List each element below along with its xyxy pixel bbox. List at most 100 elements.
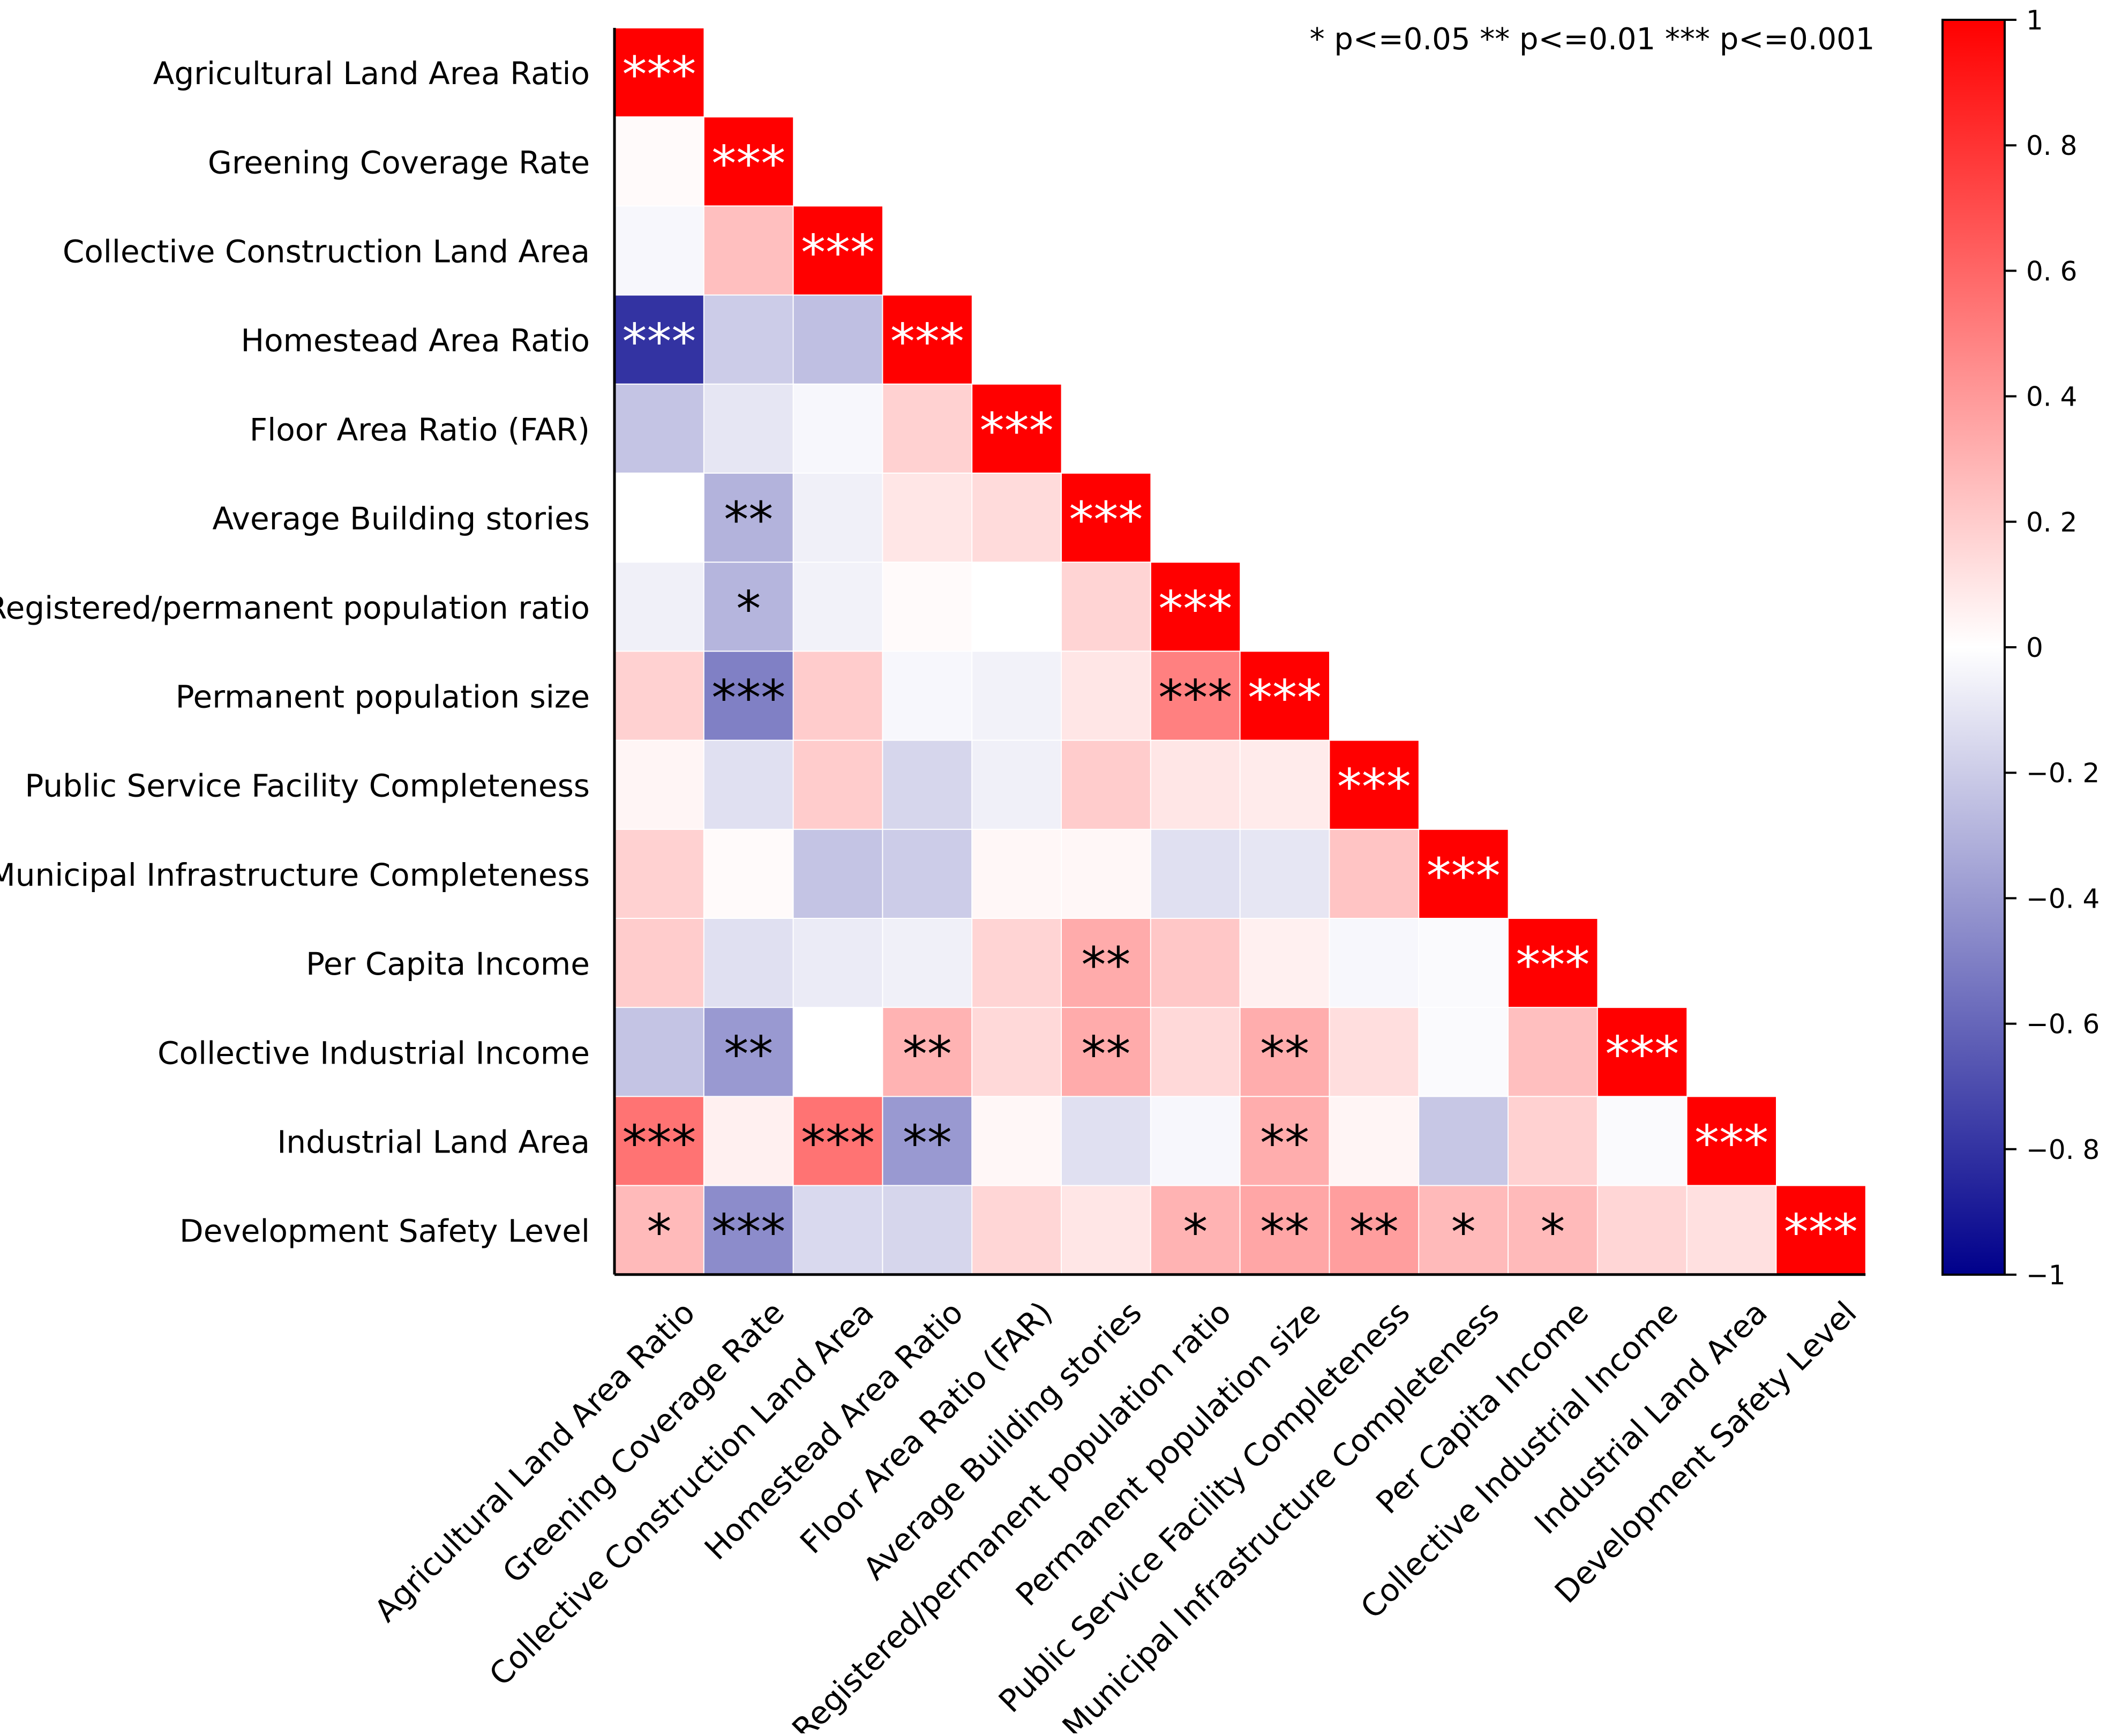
significance-stars: ***	[1069, 491, 1143, 549]
significance-stars: ***	[801, 1115, 875, 1172]
heatmap-cell	[1329, 918, 1420, 1008]
y-tick-label: Registered/permanent population ratio	[0, 589, 590, 626]
heatmap-cell	[971, 918, 1062, 1008]
heatmap-cell	[1329, 1007, 1420, 1097]
heatmap-cell	[614, 294, 705, 385]
heatmap-cell	[1596, 1185, 1688, 1276]
significance-stars: **	[724, 1026, 773, 1083]
heatmap-cell	[1329, 1096, 1420, 1187]
heatmap-cell	[1239, 739, 1331, 830]
heatmap-axes	[613, 28, 1866, 1276]
x-tick-label: Collective Industrial Income	[1353, 1294, 1685, 1626]
heatmap-cell	[971, 473, 1062, 563]
y-tick-label: Floor Area Ratio (FAR)	[250, 411, 590, 448]
heatmap-cell	[792, 383, 883, 474]
heatmap-cell	[703, 1007, 794, 1097]
heatmap-cell	[882, 739, 973, 830]
heatmap-cell	[1418, 918, 1509, 1008]
heatmap-cell	[792, 739, 883, 830]
x-tick-label: Public Service Facility Completeness	[992, 1294, 1417, 1720]
heatmap-cell	[1418, 1007, 1509, 1097]
heatmap-cell	[614, 562, 705, 652]
heatmap-cell	[792, 1185, 883, 1276]
heatmap-cell	[1418, 828, 1509, 919]
significance-stars: ***	[980, 402, 1054, 460]
significance-legend: * p<=0.05 ** p<=0.01 *** p<=0.001	[1310, 22, 1875, 57]
y-axis-labels: Agricultural Land Area Ratio Greening Cov…	[0, 55, 590, 1249]
heatmap-cell	[1061, 650, 1152, 742]
heatmap-cell	[1061, 473, 1152, 563]
heatmap-cell	[882, 294, 973, 385]
colorbar-tick-label: 1	[2026, 5, 2043, 36]
heatmap-cell	[703, 205, 794, 296]
heatmap-cell	[971, 562, 1062, 652]
y-tick-label: Permanent population size	[176, 679, 590, 715]
x-tick-label: Collective Construction Land Area	[482, 1294, 881, 1693]
heatmap-cell	[971, 1007, 1062, 1097]
colorbar-tick-label: 0. 4	[2026, 381, 2077, 413]
heatmap-cell	[703, 1096, 794, 1187]
significance-stars: ***	[1516, 937, 1589, 994]
significance-stars: *	[736, 580, 761, 638]
heatmap-cell	[882, 473, 973, 563]
heatmap-cell	[792, 828, 883, 919]
heatmap-cell	[882, 562, 973, 652]
heatmap-cell	[1150, 828, 1241, 919]
colorbar-tick-label: −0. 4	[2026, 883, 2099, 914]
heatmap-cell	[1686, 1096, 1778, 1187]
heatmap-cell	[971, 1096, 1062, 1187]
colorbar-tick-label: 0. 6	[2026, 256, 2077, 287]
heatmap-cell	[1061, 828, 1152, 919]
significance-stars: **	[1260, 1026, 1309, 1083]
y-tick-label: Agricultural Land Area Ratio	[153, 55, 590, 92]
significance-stars: ***	[801, 225, 875, 282]
heatmap-cell	[971, 650, 1062, 742]
heatmap-cell	[1061, 739, 1152, 830]
heatmap-cell	[971, 383, 1062, 474]
significance-stars: **	[1081, 1026, 1130, 1083]
significance-stars: ***	[711, 1204, 785, 1261]
colorbar-tick-label: 0. 2	[2026, 507, 2077, 538]
colorbar-tick-label: −0. 6	[2026, 1009, 2099, 1040]
heatmap-cell	[614, 650, 705, 742]
heatmap-cell	[1329, 828, 1420, 919]
y-tick-label: Greening Coverage Rate	[208, 144, 590, 181]
heatmap-cell	[882, 383, 973, 474]
significance-stars: ***	[1427, 848, 1501, 905]
heatmap-cell	[792, 918, 883, 1008]
significance-stars: ***	[711, 670, 785, 727]
heatmap-cell	[614, 27, 705, 118]
y-tick-label: Public Service Facility Completeness	[25, 768, 590, 804]
colorbar-tick-label: −1	[2026, 1260, 2066, 1291]
colorbar-tick-label: −0. 8	[2026, 1134, 2099, 1165]
significance-stars: ***	[1158, 580, 1232, 638]
heatmap-cell	[614, 1185, 705, 1276]
heatmap-cell	[614, 116, 705, 207]
significance-stars: **	[1260, 1115, 1309, 1172]
significance-stars: ***	[622, 313, 696, 371]
heatmap-cell	[1239, 650, 1331, 742]
heatmap-cell	[1508, 1096, 1599, 1187]
heatmap-cell	[792, 562, 883, 652]
significance-stars: ***	[1337, 759, 1411, 816]
heatmap-cell	[1150, 739, 1241, 830]
y-tick-label: Development Safety Level	[179, 1213, 590, 1249]
heatmap-cell	[614, 918, 705, 1008]
heatmap-cell	[703, 828, 794, 919]
heatmap-cell	[1596, 1096, 1688, 1187]
heatmap-cell	[792, 205, 883, 296]
heatmap-cell	[1508, 1007, 1599, 1097]
heatmap-cell	[614, 828, 705, 919]
heatmap-cell	[1508, 918, 1599, 1008]
heatmap-cell	[971, 828, 1062, 919]
heatmap-cell	[1150, 1007, 1241, 1097]
colorbar-gradient	[1941, 19, 2006, 1276]
heatmap-cell	[614, 1007, 705, 1097]
significance-stars: **	[1349, 1204, 1399, 1261]
heatmap-cell	[1150, 650, 1241, 742]
heatmap-cell	[882, 918, 973, 1008]
significance-stars: **	[1081, 937, 1130, 994]
colorbar-tick-label: 0	[2026, 632, 2043, 663]
